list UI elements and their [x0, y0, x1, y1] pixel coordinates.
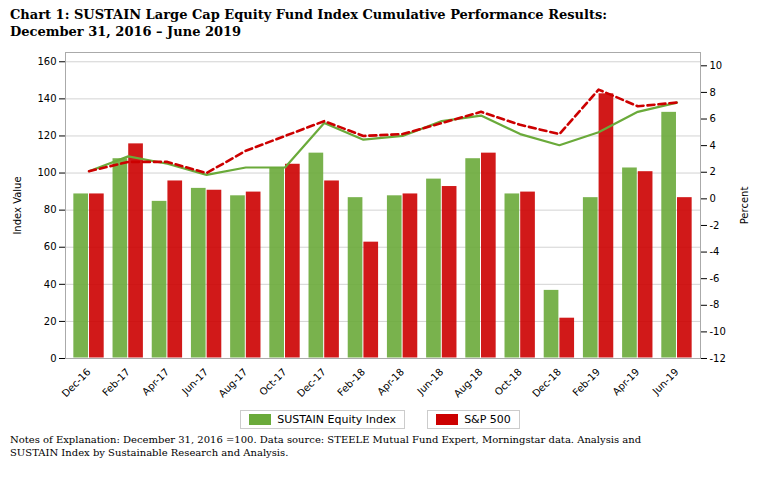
svg-text:Aug-17: Aug-17 [216, 366, 249, 399]
html-text:December 31, 2016 – June 2019: December 31, 2016 – June 2019 [10, 24, 242, 39]
svg-text:100: 100 [37, 167, 56, 178]
svg-text:Jun-17: Jun-17 [179, 366, 210, 397]
svg-text:Dec-17: Dec-17 [295, 366, 328, 399]
svg-text:-4: -4 [710, 246, 720, 257]
svg-text:10: 10 [710, 60, 723, 71]
svg-text:160: 160 [37, 56, 56, 67]
svg-text:40: 40 [44, 279, 57, 290]
svg-text:Apr-18: Apr-18 [375, 366, 406, 397]
svg-text:Aug-18: Aug-18 [452, 366, 485, 399]
html-text:Notes of Explanation: December: Notes of Explanation: December 31, 2016 … [10, 434, 642, 458]
svg-text:-6: -6 [710, 273, 720, 284]
svg-text:20: 20 [44, 316, 57, 327]
svg-text:Jun-18: Jun-18 [414, 366, 445, 397]
svg-text:4: 4 [710, 140, 716, 151]
svg-text:Feb-19: Feb-19 [570, 366, 602, 398]
svg-text:-10: -10 [710, 326, 726, 337]
svg-text:Apr-19: Apr-19 [610, 366, 641, 397]
svg-text:120: 120 [37, 130, 56, 141]
svg-text:Oct-17: Oct-17 [257, 366, 289, 398]
svg-text:0: 0 [50, 353, 56, 364]
svg-text:Percent: Percent [739, 187, 750, 225]
svg-text:8: 8 [710, 87, 716, 98]
svg-text:-2: -2 [710, 220, 720, 231]
svg-text:0: 0 [710, 193, 716, 204]
svg-text:Index Value: Index Value [12, 176, 23, 234]
svg-text:80: 80 [44, 204, 57, 215]
html-text:SUSTAIN Equity Index: SUSTAIN Equity Index [277, 413, 397, 426]
svg-text:Jun-19: Jun-19 [650, 366, 681, 397]
svg-text:6: 6 [710, 113, 716, 124]
svg-text:60: 60 [44, 241, 57, 252]
svg-text:2: 2 [710, 166, 716, 177]
svg-text:-12: -12 [710, 353, 726, 364]
svg-text:Dec-18: Dec-18 [530, 366, 563, 399]
html-text:Chart 1: SUSTAIN Large Cap Equ: Chart 1: SUSTAIN Large Cap Equity Fund I… [10, 7, 607, 22]
html-text:S&P 500: S&P 500 [464, 413, 511, 426]
svg-text:Dec-16: Dec-16 [60, 366, 93, 399]
svg-text:Feb-18: Feb-18 [335, 366, 367, 398]
svg-text:140: 140 [37, 93, 56, 104]
svg-text:-8: -8 [710, 299, 720, 310]
svg-text:Feb-17: Feb-17 [100, 366, 132, 398]
svg-text:Oct-18: Oct-18 [492, 366, 524, 398]
svg-text:Apr-17: Apr-17 [140, 366, 171, 397]
